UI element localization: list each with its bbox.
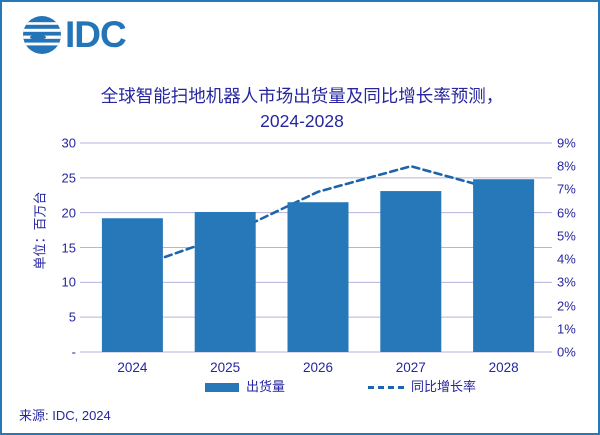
idc-logo: IDC [22,14,127,55]
right-axis-tick-label: 2% [557,298,576,314]
left-axis-tick-label: - [71,344,76,360]
bar-2026 [287,202,349,352]
right-axis-tick-label: 6% [557,205,576,221]
growth-rate-dashed-line [131,164,505,270]
left-axis-tick-label: 10 [61,274,76,290]
chart-title: 全球智能扫地机器人市场出货量及同比增长率预测， 2024-2028 [2,84,598,134]
left-axis-tick-label: 30 [61,135,76,151]
left-axis-tick-label: 20 [61,205,76,221]
right-axis-tick-label: 5% [557,228,576,244]
x-axis-label-2026: 2026 [302,360,334,375]
bar-2028 [473,179,535,352]
left-axis-tick-label: 15 [61,240,76,255]
x-axis-label-2027: 2027 [395,360,426,375]
right-axis-tick-label: 8% [557,158,576,174]
legend-item-growth: 同比增长率 [368,379,476,395]
x-axis-label-2025: 2025 [210,360,241,375]
legend-label-growth: 同比增长率 [411,379,477,394]
globe-stripes-icon [23,16,61,54]
left-axis-tick-label: 5 [68,309,76,325]
bar-2025 [194,211,256,352]
right-axis-tick-label: 7% [557,181,576,197]
dashed-line-swatch-icon [368,385,404,389]
bar-swatch-icon [205,382,239,392]
right-axis-tick-label: 0% [557,344,576,360]
chart-title-line1: 全球智能扫地机器人市场出货量及同比增长率预测， [100,86,504,106]
legend-item-shipments: 出货量 [205,379,285,395]
bar-2024 [101,218,163,352]
legend-label-shipments: 出货量 [246,379,286,394]
right-axis-tick-label: 3% [557,274,576,290]
right-axis-tick-label: 1% [557,321,576,337]
source-note: 来源: IDC, 2024 [19,408,111,423]
idc-wordmark: IDC [65,14,127,55]
bar-2027 [380,191,442,352]
right-axis-tick-label: 9% [557,135,576,151]
left-axis-tick-label: 25 [61,170,76,186]
x-axis-label-2024: 2024 [117,360,148,375]
chart-title-line2: 2024-2028 [260,111,344,131]
right-axis-tick-label: 4% [557,251,576,267]
x-axis-label-2028: 2028 [488,360,519,375]
